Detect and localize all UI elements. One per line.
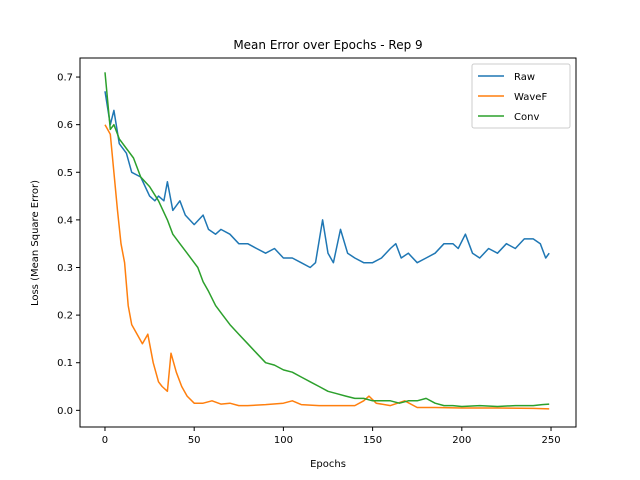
- chart-title: Mean Error over Epochs - Rep 9: [233, 38, 422, 52]
- y-tick-label: 0.7: [57, 73, 73, 84]
- y-tick-label: 0.4: [57, 215, 73, 226]
- legend-label: Raw: [514, 72, 535, 83]
- legend-label: Conv: [514, 112, 539, 123]
- y-tick-label: 0.1: [57, 358, 73, 369]
- x-tick-label: 100: [274, 435, 293, 446]
- x-tick-label: 200: [452, 435, 471, 446]
- legend: Raw WaveF Conv: [471, 63, 571, 129]
- y-tick-label: 0.5: [57, 168, 73, 179]
- y-tick-label: 0.3: [57, 263, 73, 274]
- x-tick-label: 0: [102, 435, 108, 446]
- x-tick-label: 150: [363, 435, 382, 446]
- x-axis-label: Epochs: [310, 459, 346, 470]
- legend-label: WaveF: [514, 92, 547, 103]
- legend-box: [471, 63, 571, 129]
- y-tick-label: 0.2: [57, 311, 73, 322]
- plot-frame: [79, 57, 577, 428]
- x-tick-label: 250: [541, 435, 560, 446]
- series-line-conv: [104, 72, 550, 408]
- y-tick-label: 0.0: [57, 406, 73, 417]
- y-axis-label: Loss (Mean Square Error): [30, 180, 41, 306]
- x-tick-label: 50: [188, 435, 201, 446]
- series-line-wavef: [104, 124, 550, 410]
- series-line-raw: [104, 91, 550, 269]
- y-tick-label: 0.6: [57, 120, 73, 131]
